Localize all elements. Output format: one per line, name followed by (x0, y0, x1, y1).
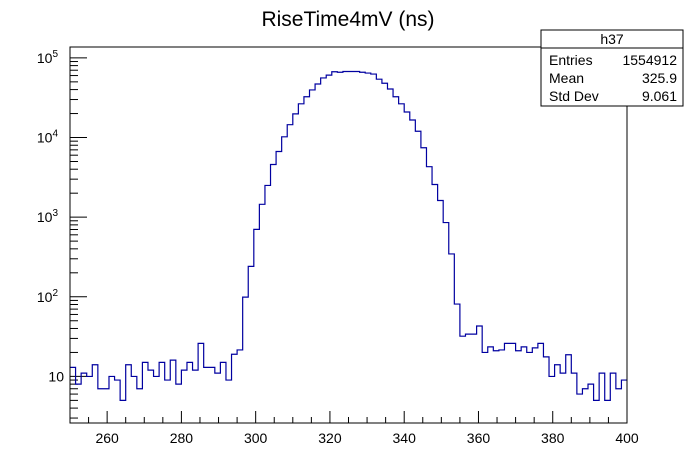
y-tick-label: 105 (37, 49, 59, 66)
y-tick-label: 103 (37, 208, 59, 225)
stats-label-stddev: Std Dev (549, 88, 599, 104)
stats-value-mean: 325.9 (642, 70, 677, 86)
stats-label-entries: Entries (549, 52, 593, 68)
histogram-line (70, 70, 627, 401)
stats-name: h37 (600, 31, 624, 47)
x-tick-label: 280 (170, 430, 194, 446)
x-tick-label: 300 (244, 430, 268, 446)
stats-box: h37 Entries 1554912 Mean 325.9 Std Dev 9… (540, 29, 684, 107)
x-tick-label: 320 (318, 430, 342, 446)
x-tick-label: 380 (541, 430, 565, 446)
chart-title: RiseTime4mV (ns) (261, 8, 434, 31)
x-tick-label: 260 (95, 430, 119, 446)
stats-label-mean: Mean (549, 70, 584, 86)
y-tick-label: 10 (48, 368, 64, 384)
stats-value-stddev: 9.061 (642, 88, 677, 104)
x-tick-label: 340 (393, 430, 417, 446)
stats-value-entries: 1554912 (622, 52, 677, 68)
y-tick-label: 102 (37, 288, 59, 305)
x-tick-label: 400 (615, 430, 639, 446)
plot-frame (69, 46, 628, 424)
y-tick-label: 104 (37, 129, 59, 146)
x-tick-label: 360 (467, 430, 491, 446)
axes: 260 280 300 320 340 360 380 400 10 102 103 104 105 (37, 49, 639, 446)
